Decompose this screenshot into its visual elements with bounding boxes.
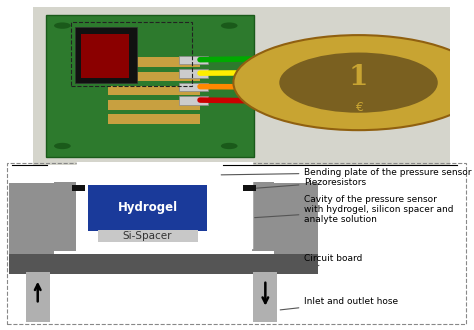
Bar [108,57,200,67]
Bar [81,34,129,78]
Bar [247,244,252,251]
Bar [9,254,319,274]
Text: Bending plate of the pressure sensor: Bending plate of the pressure sensor [221,168,472,177]
Bar [71,22,191,86]
Polygon shape [77,141,253,249]
Bar [108,72,200,81]
Bar [108,114,200,124]
Bar [26,272,50,322]
Bar [9,183,54,274]
Text: 1: 1 [349,64,368,91]
Bar [179,69,209,78]
Bar [54,182,76,251]
Bar [274,183,318,274]
Circle shape [233,35,474,130]
Bar [252,182,274,251]
Polygon shape [56,130,274,158]
Circle shape [221,22,237,29]
Text: Inlet and outlet hose: Inlet and outlet hose [280,297,399,310]
Circle shape [54,22,71,29]
Bar [108,100,200,110]
Bar [179,56,209,64]
Text: Hydrogel: Hydrogel [118,201,178,214]
Circle shape [54,143,71,149]
Bar [88,185,207,231]
Text: €: € [355,102,363,115]
Circle shape [221,143,237,149]
Bar [98,230,198,242]
Bar [108,86,200,95]
Bar [179,82,209,91]
Text: Si-Spacer: Si-Spacer [123,231,173,241]
Bar [253,272,277,322]
Bar [179,96,209,105]
Bar [72,185,85,191]
Bar [46,15,254,157]
Bar [76,244,81,251]
Text: Piezoresistors: Piezoresistors [251,178,366,188]
Bar [243,185,255,191]
Text: Cavity of the pressure sensor
with hydrogel, silicon spacer and
analyte solution: Cavity of the pressure sensor with hydro… [255,195,454,224]
Circle shape [279,52,438,113]
Bar [75,27,137,82]
Text: Circuit board: Circuit board [304,253,363,266]
